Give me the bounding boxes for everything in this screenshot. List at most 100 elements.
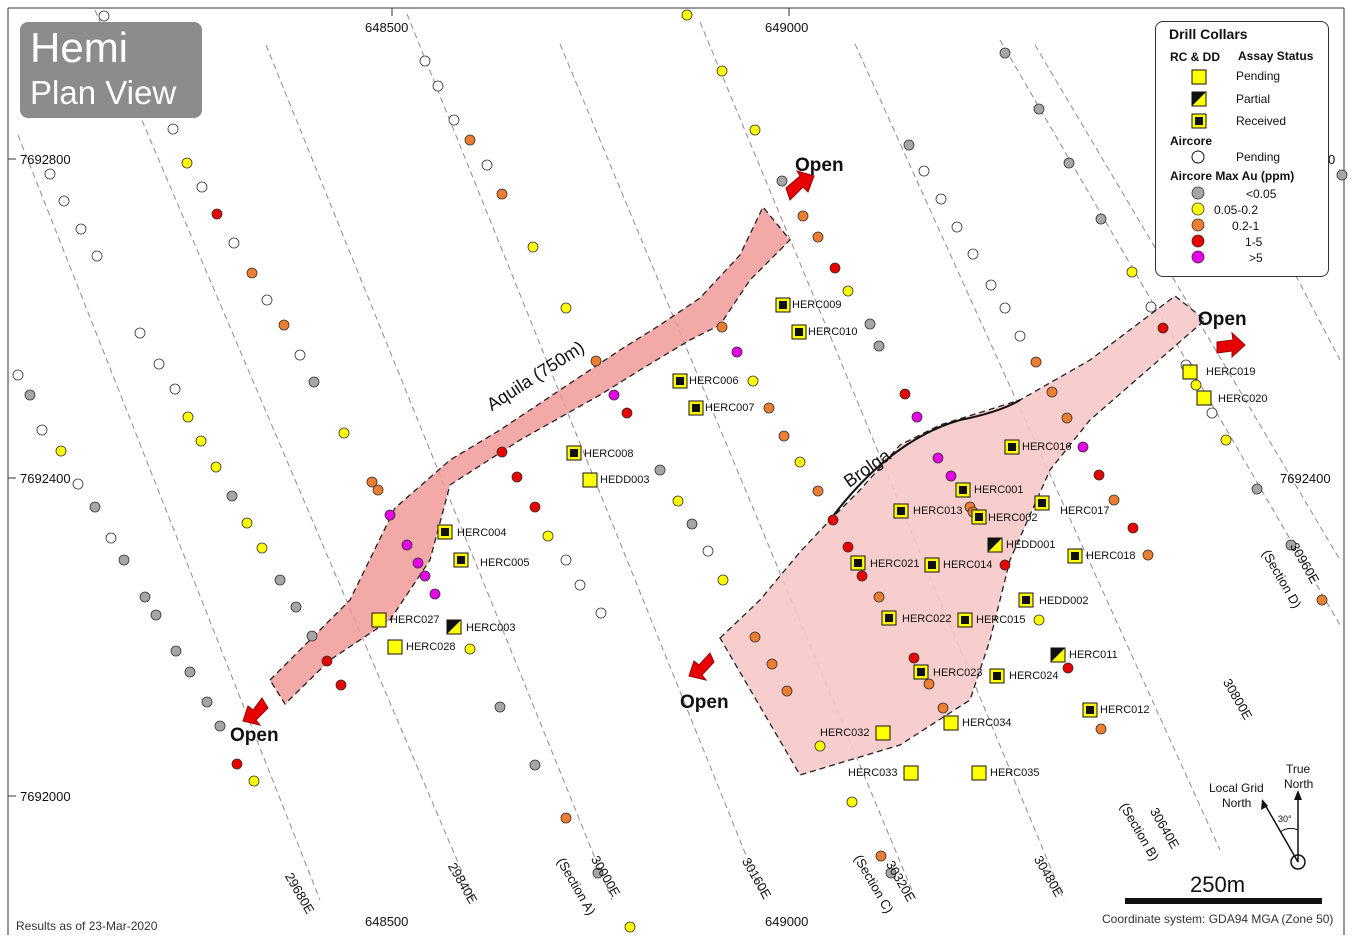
aircore-collar bbox=[999, 47, 1011, 59]
aircore-collar bbox=[105, 532, 117, 544]
legend-maxau-icons bbox=[1191, 186, 1205, 264]
aircore-collar bbox=[1033, 103, 1045, 115]
aircore-collar bbox=[335, 679, 347, 691]
aircore-collar bbox=[1126, 266, 1138, 278]
drill-hole-received bbox=[1082, 702, 1098, 718]
aircore-collar bbox=[592, 867, 604, 879]
open-arrow-icon bbox=[785, 170, 815, 201]
legend-assay-header: Assay Status bbox=[1238, 49, 1314, 63]
aircore-collar bbox=[419, 55, 431, 67]
aircore-collar bbox=[432, 80, 444, 92]
drill-hole-pending bbox=[582, 472, 598, 488]
drill-hole-pending bbox=[371, 612, 387, 628]
aircore-collar bbox=[210, 461, 222, 473]
aircore-collar bbox=[464, 134, 476, 146]
easting-label-top: 648500 bbox=[365, 20, 409, 35]
northing-label-right: 7692400 bbox=[1280, 471, 1331, 486]
legend-maxau-dot bbox=[1191, 250, 1205, 264]
aircore-collar bbox=[542, 530, 554, 542]
legend-rc-dd-header: RC & DD bbox=[1170, 50, 1220, 64]
open-arrow-icon bbox=[242, 697, 269, 726]
northing-label: 7692800 bbox=[20, 152, 71, 167]
legend: Drill Collars RC & DD Assay Status Pendi… bbox=[1155, 21, 1329, 277]
aircore-collar bbox=[1157, 322, 1169, 334]
drill-hole-label: HERC010 bbox=[808, 326, 858, 338]
aircore-collar bbox=[169, 383, 181, 395]
aircore-collar bbox=[1046, 386, 1058, 398]
drill-hole-label: HERC034 bbox=[962, 717, 1012, 729]
aircore-collar bbox=[624, 921, 636, 933]
drill-hole-label: HERC013 bbox=[913, 505, 963, 517]
aircore-collar bbox=[36, 424, 48, 436]
aircore-collar bbox=[1030, 356, 1042, 368]
drill-hole-label: HERC028 bbox=[406, 641, 456, 653]
drill-hole-pending bbox=[971, 765, 987, 781]
aircore-collar bbox=[308, 376, 320, 388]
drill-hole-label: HERC005 bbox=[480, 557, 530, 569]
aircore-collar bbox=[494, 701, 506, 713]
legend-maxau-dot bbox=[1191, 202, 1205, 216]
aircore-collar bbox=[231, 758, 243, 770]
drill-hole-label: HERC020 bbox=[1218, 393, 1268, 405]
drill-hole-label: HERC004 bbox=[457, 527, 507, 539]
aircore-collar bbox=[829, 262, 841, 274]
aircore-collar bbox=[529, 501, 541, 513]
aircore-collar bbox=[274, 574, 286, 586]
legend-maxau-header: Aircore Max Au (ppm) bbox=[1170, 169, 1295, 183]
easting-label-bottom: 649000 bbox=[765, 914, 809, 929]
true-north-label: True bbox=[1286, 762, 1311, 776]
aircore-collar bbox=[595, 607, 607, 619]
aircore-collar bbox=[560, 812, 572, 824]
legend-maxau-item: 0.05-0.2 bbox=[1214, 203, 1259, 217]
drill-hole-label: HERC019 bbox=[1206, 366, 1256, 378]
aircore-collar bbox=[321, 655, 333, 667]
aircore-collar bbox=[681, 9, 693, 21]
aircore-collar bbox=[560, 554, 572, 566]
aircore-collar bbox=[903, 139, 915, 151]
aircore-collar bbox=[134, 327, 146, 339]
legend-maxau-dot bbox=[1191, 186, 1205, 200]
aircore-collar bbox=[246, 267, 258, 279]
aircore-collar bbox=[182, 411, 194, 423]
aircore-collar bbox=[496, 188, 508, 200]
scale-bar bbox=[1125, 898, 1322, 904]
aircore-collar bbox=[1251, 483, 1263, 495]
aircore-collar bbox=[932, 452, 944, 464]
aircore-collar bbox=[261, 294, 273, 306]
legend-aircore-icon bbox=[1191, 150, 1205, 164]
northing-label-right: 0 bbox=[1328, 152, 1336, 167]
legend-maxau-item: >5 bbox=[1249, 251, 1263, 265]
aquila-zone bbox=[269, 205, 791, 706]
legend-received: Received bbox=[1236, 114, 1287, 128]
easting-label-bottom: 648500 bbox=[365, 914, 409, 929]
aircore-collar bbox=[778, 430, 790, 442]
aircore-collar bbox=[248, 775, 260, 787]
drill-hole-label: HERC022 bbox=[902, 613, 952, 625]
aircore-collar bbox=[181, 157, 193, 169]
legend-maxau-dot bbox=[1191, 218, 1205, 232]
open-arrows bbox=[242, 170, 1246, 726]
aircore-collar bbox=[12, 369, 24, 381]
aircore-collar bbox=[812, 231, 824, 243]
drill-hole-received bbox=[924, 557, 940, 573]
drill-hole-pending bbox=[903, 765, 919, 781]
drill-hole-label: HERC035 bbox=[990, 767, 1040, 779]
aircore-collar bbox=[999, 559, 1011, 571]
drill-hole-received bbox=[1067, 548, 1083, 564]
aircore-collars bbox=[12, 9, 1348, 933]
drill-hole-received bbox=[1004, 439, 1020, 455]
aircore-collar bbox=[412, 557, 424, 569]
drill-hole-received bbox=[971, 509, 987, 525]
aircore-collar bbox=[338, 427, 350, 439]
legend-square-icons bbox=[1191, 69, 1207, 129]
drill-hole-received bbox=[453, 552, 469, 568]
drill-hole-label: HERC016 bbox=[1022, 441, 1072, 453]
drill-hole-received bbox=[850, 555, 866, 571]
aircore-collar bbox=[384, 509, 396, 521]
drill-hole-received bbox=[1018, 592, 1034, 608]
aircore-collar bbox=[812, 485, 824, 497]
local-north-label: Local Grid bbox=[1209, 781, 1264, 795]
drill-hole-label: HERC003 bbox=[466, 622, 516, 634]
legend-maxau-item: 0.2-1 bbox=[1232, 219, 1260, 233]
